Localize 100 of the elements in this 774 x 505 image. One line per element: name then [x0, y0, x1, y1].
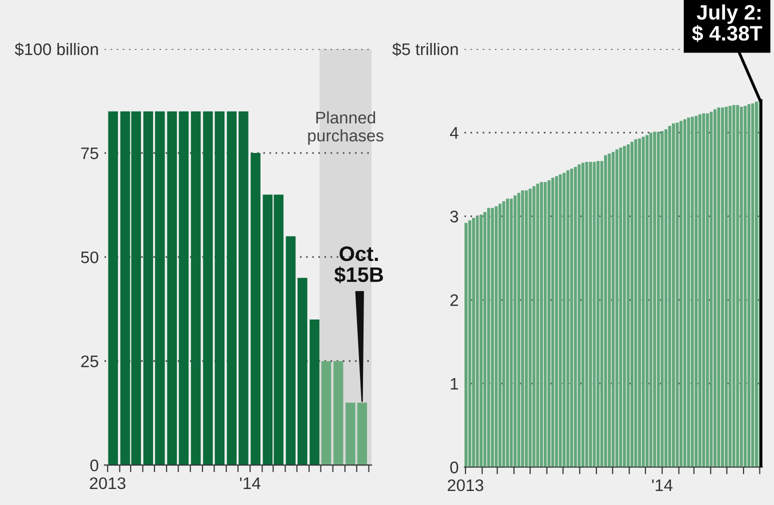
bar: [653, 132, 656, 468]
bar: [676, 122, 679, 468]
bar: [721, 108, 724, 468]
bar: [214, 111, 225, 466]
y-tick-label: 75: [81, 148, 98, 160]
x-tick-label: '14: [240, 478, 260, 489]
bar: [286, 236, 296, 466]
bar: [751, 103, 754, 468]
bar: [250, 153, 260, 466]
bar: [551, 178, 554, 468]
y-tick-label: $5 trillion: [392, 42, 458, 56]
bar: [521, 190, 524, 468]
bar: [555, 176, 558, 468]
y-tick-label: 50: [81, 251, 98, 264]
bar: [668, 126, 672, 468]
bar: [642, 136, 645, 468]
bar: [566, 170, 570, 468]
bar: [532, 186, 536, 468]
bar: [664, 129, 668, 468]
bar: [346, 402, 356, 466]
bar: [672, 123, 675, 468]
bar: [740, 106, 743, 468]
bar: [468, 220, 472, 468]
bar: [683, 119, 686, 468]
bar: [585, 162, 588, 468]
bar: [698, 114, 702, 468]
bar: [634, 139, 638, 468]
bar: [506, 198, 510, 468]
bar: [490, 208, 494, 468]
bar: [596, 161, 600, 468]
annotation: Oct. $15B: [334, 246, 383, 284]
x-tick-label: 2013: [90, 477, 126, 490]
bar: [547, 180, 551, 468]
bar: [646, 135, 649, 468]
y-tick-label: 2: [450, 294, 458, 306]
bar: [510, 198, 513, 468]
bar: [524, 190, 528, 468]
bar: [298, 278, 308, 466]
bar: [732, 105, 736, 468]
y-tick-label: $100 billion: [14, 42, 98, 56]
bar: [612, 152, 615, 468]
bar: [155, 111, 165, 466]
bar: [747, 104, 750, 468]
bar: [574, 166, 577, 468]
bar: [570, 168, 574, 468]
bar: [736, 105, 740, 468]
bar: [710, 112, 713, 468]
bar: [108, 111, 118, 466]
bar: [494, 206, 498, 468]
bar: [528, 188, 532, 468]
bar: [626, 144, 630, 468]
bar: [514, 195, 517, 468]
bar: [728, 106, 732, 468]
bar: [619, 148, 622, 468]
bar: [226, 111, 237, 466]
bar: [310, 319, 320, 466]
bar: [190, 111, 201, 466]
bar: [578, 164, 581, 468]
bar: [656, 132, 660, 468]
y-tick-label: 4: [450, 127, 458, 139]
bar: [536, 184, 540, 468]
bar: [480, 214, 483, 468]
bar: [608, 154, 611, 468]
bar: [638, 138, 642, 468]
y-tick-label: 25: [81, 355, 98, 368]
bar: [694, 116, 698, 468]
bar: [687, 118, 690, 468]
x-tick-label: 2013: [448, 479, 484, 492]
bar: [604, 155, 608, 468]
bar: [464, 222, 468, 468]
bar: [143, 111, 154, 466]
x-tick-label: '14: [652, 480, 673, 492]
bar: [498, 204, 502, 468]
bar: [321, 361, 332, 466]
bar: [540, 182, 543, 468]
bar: [483, 212, 486, 468]
bar: [588, 162, 592, 468]
bar: [581, 162, 584, 468]
annotation: July 2: $ 4.38T: [692, 4, 762, 42]
bar: [702, 113, 706, 468]
bar: [630, 142, 634, 468]
bar: [333, 361, 344, 466]
bar: [680, 120, 683, 468]
bar: [562, 172, 566, 468]
bar: [517, 192, 520, 468]
band-label: Planned purchases: [308, 111, 384, 145]
bar: [649, 132, 652, 468]
bar: [544, 182, 547, 468]
y-tick-label: 0: [90, 460, 98, 472]
bar: [615, 149, 618, 468]
bar: [558, 174, 562, 468]
y-tick-label: 3: [450, 210, 458, 222]
bar: [713, 109, 716, 468]
bar: [754, 102, 758, 468]
bar: [476, 216, 479, 468]
bar: [717, 108, 720, 468]
bar: [167, 111, 177, 466]
bar: [487, 208, 490, 468]
bar: [706, 113, 709, 468]
bar: [724, 106, 728, 468]
